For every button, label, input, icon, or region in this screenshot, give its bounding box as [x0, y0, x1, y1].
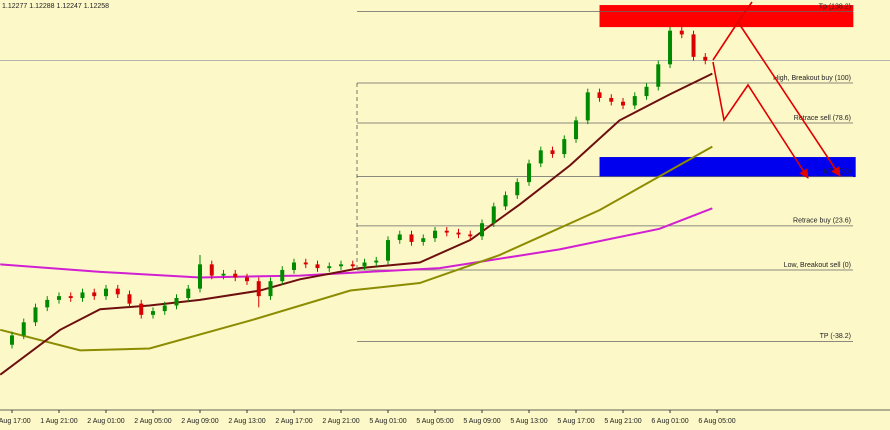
candle-body: [115, 288, 120, 295]
candle-body: [644, 86, 649, 97]
candle-body: [597, 92, 602, 98]
candle-body: [691, 34, 696, 57]
candle-body: [350, 264, 355, 267]
candle-body: [80, 292, 85, 299]
x-tick-label: 2 Aug 13:00: [228, 418, 265, 425]
x-tick-label: 6 Aug 05:00: [698, 418, 735, 425]
candle-body: [456, 232, 461, 235]
fib-label: High, Breakout buy (100): [773, 75, 851, 82]
candle-body: [92, 292, 97, 297]
candle-body: [574, 120, 579, 140]
x-tick-label: 5 Aug 13:00: [510, 418, 547, 425]
candle-body: [303, 262, 308, 265]
candle-body: [245, 277, 250, 282]
scenario-arrow: [737, 21, 841, 177]
candle-body: [33, 307, 38, 323]
moving-average: [0, 72, 713, 376]
candle-body: [421, 238, 426, 242]
candle-body: [668, 30, 673, 65]
candle-body: [174, 298, 179, 306]
candle-body: [197, 264, 202, 289]
candle-body: [397, 234, 402, 241]
candle-body: [56, 296, 61, 300]
candle-body: [433, 230, 438, 239]
moving-average: [0, 145, 713, 352]
x-tick-label: 2 Aug 09:00: [181, 418, 218, 425]
candle-body: [103, 288, 108, 297]
candle-body: [162, 305, 167, 312]
candle-body: [632, 96, 637, 106]
fib-label: Low, Breakout sell (0): [784, 262, 851, 269]
candle-body: [256, 281, 261, 297]
x-tick-label: 1 Aug 17:00: [0, 418, 31, 425]
x-tick-label: 1 Aug 21:00: [40, 418, 77, 425]
candle-body: [550, 150, 555, 155]
candle-body: [127, 294, 132, 304]
x-tick-label: 5 Aug 17:00: [557, 418, 594, 425]
fib-label: Retrace buy (23.6): [793, 218, 851, 225]
candle-body: [491, 206, 496, 224]
candle-body: [562, 139, 567, 155]
fib-label: Tp (138.2): [819, 3, 851, 10]
candle-body: [538, 150, 543, 164]
candle-body: [186, 288, 191, 299]
candle-body: [9, 335, 14, 345]
x-tick-label: 5 Aug 21:00: [604, 418, 641, 425]
candle-body: [209, 264, 214, 276]
candle-body: [339, 264, 344, 267]
ohlc-header: 1.12277 1.12288 1.12247 1.12258: [2, 3, 109, 10]
fib-label: TP (-38.2): [820, 333, 851, 340]
candle-body: [656, 64, 661, 87]
candle-body: [374, 260, 379, 263]
candle-body: [703, 56, 708, 61]
candle-body: [362, 262, 367, 267]
candle-body: [221, 273, 226, 276]
candle-body: [139, 303, 144, 315]
candle-body: [315, 264, 320, 269]
plot: Tp (138.2) High, Breakout buy (100) Retrac…: [0, 3, 890, 376]
moving-average: [0, 207, 713, 279]
candle-body: [21, 322, 26, 336]
x-tick-label: 2 Aug 17:00: [275, 418, 312, 425]
candle-body: [503, 195, 508, 207]
x-tick-label: 6 Aug 01:00: [651, 418, 688, 425]
candle-body: [386, 240, 391, 261]
x-tick-label: 2 Aug 01:00: [87, 418, 124, 425]
zone: [599, 157, 856, 178]
candle-body: [233, 273, 238, 278]
candle-body: [327, 266, 332, 269]
x-tick-label: 2 Aug 21:00: [322, 418, 359, 425]
candle-body: [409, 234, 414, 242]
x-tick-label: 5 Aug 05:00: [416, 418, 453, 425]
candle-body: [480, 223, 485, 237]
candle-body: [515, 182, 520, 196]
candle-body: [585, 92, 590, 121]
candle-body: [280, 269, 285, 282]
candle-body: [268, 281, 273, 297]
candle-body: [68, 296, 73, 299]
candle-body: [444, 230, 449, 233]
scenario-arrow: [712, 61, 809, 179]
candle-body: [621, 101, 626, 106]
candle-body: [45, 299, 50, 308]
fib-label: Retrace sell (78.6): [794, 115, 851, 122]
zone: [599, 5, 854, 28]
candle-body: [150, 311, 155, 315]
candle-body: [292, 262, 297, 270]
candle-body: [468, 234, 473, 237]
x-tick-label: 5 Aug 09:00: [463, 418, 500, 425]
x-tick-label: 2 Aug 05:00: [134, 418, 171, 425]
candle-body: [679, 30, 684, 35]
candle-body: [527, 163, 532, 183]
candle-body: [609, 97, 614, 102]
x-tick-label: 5 Aug 01:00: [369, 418, 406, 425]
